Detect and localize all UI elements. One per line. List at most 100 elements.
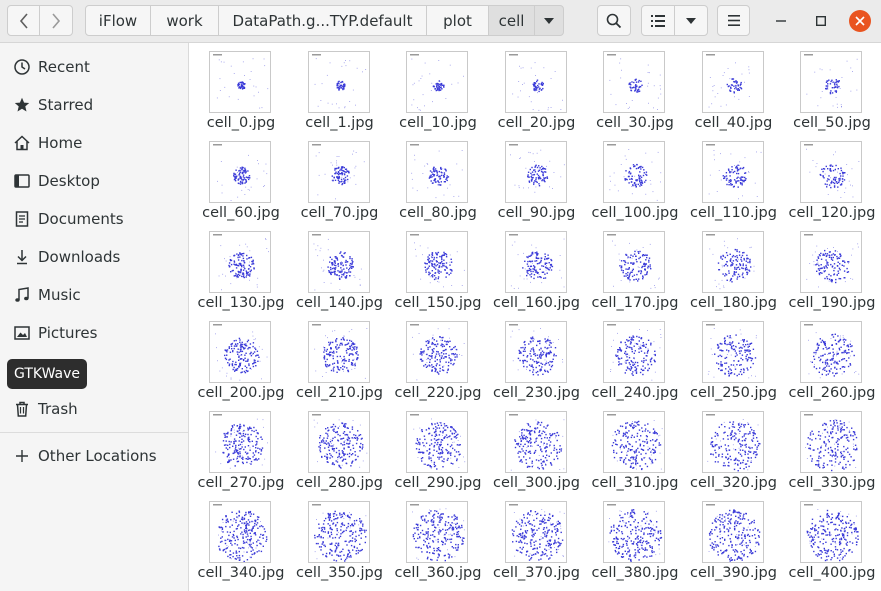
file-item[interactable]: cell_190.jpg: [783, 223, 881, 313]
file-name: cell_100.jpg: [591, 205, 679, 221]
file-item[interactable]: cell_360.jpg: [389, 493, 487, 583]
file-item[interactable]: cell_340.jpg: [192, 493, 290, 583]
sidebar-item-other-locations[interactable]: Other Locations: [0, 437, 188, 475]
sidebar-item-label: Downloads: [38, 248, 121, 266]
file-item[interactable]: cell_270.jpg: [192, 403, 290, 493]
file-item[interactable]: cell_260.jpg: [783, 313, 881, 403]
file-thumbnail: [504, 141, 567, 203]
breadcrumb-label: work: [166, 11, 203, 30]
file-item[interactable]: cell_400.jpg: [783, 493, 881, 583]
file-item[interactable]: cell_50.jpg: [783, 43, 881, 133]
file-item[interactable]: cell_350.jpg: [291, 493, 389, 583]
close-button[interactable]: [849, 10, 871, 32]
file-thumbnail: [209, 501, 271, 563]
sidebar-item-label: Starred: [38, 96, 94, 114]
file-item[interactable]: cell_30.jpg: [586, 43, 684, 133]
file-item[interactable]: cell_0.jpg: [192, 43, 290, 133]
file-item[interactable]: cell_380.jpg: [586, 493, 684, 583]
file-item[interactable]: cell_160.jpg: [488, 223, 586, 313]
file-name: cell_130.jpg: [197, 295, 285, 311]
file-item[interactable]: cell_40.jpg: [685, 43, 783, 133]
file-item[interactable]: cell_90.jpg: [488, 133, 586, 223]
file-item[interactable]: cell_370.jpg: [488, 493, 586, 583]
file-name: cell_80.jpg: [399, 205, 477, 221]
file-item[interactable]: cell_300.jpg: [488, 403, 586, 493]
sidebar-item-starred[interactable]: Starred: [0, 86, 188, 124]
minimize-button[interactable]: [770, 10, 792, 32]
file-item[interactable]: cell_110.jpg: [685, 133, 783, 223]
file-item[interactable]: cell_70.jpg: [291, 133, 389, 223]
forward-button[interactable]: [39, 5, 73, 36]
breadcrumb-plot[interactable]: plot: [426, 5, 489, 36]
file-item[interactable]: cell_80.jpg: [389, 133, 487, 223]
file-name: cell_290.jpg: [394, 475, 482, 491]
file-thumbnail: [209, 231, 271, 293]
breadcrumb-label: plot: [443, 11, 472, 30]
sidebar-item-documents[interactable]: Documents: [0, 200, 188, 238]
file-name: cell_300.jpg: [493, 475, 580, 491]
file-name: cell_150.jpg: [394, 295, 482, 311]
file-item[interactable]: cell_390.jpg: [685, 493, 783, 583]
sidebar-item-trash[interactable]: Trash: [0, 390, 188, 428]
view-options-button[interactable]: [674, 5, 708, 36]
file-thumbnail: [307, 411, 370, 473]
file-name: cell_370.jpg: [493, 565, 580, 581]
file-item[interactable]: cell_130.jpg: [192, 223, 290, 313]
sidebar-item-home[interactable]: Home: [0, 124, 188, 162]
back-button[interactable]: [7, 5, 40, 36]
file-item[interactable]: cell_140.jpg: [291, 223, 389, 313]
list-view-button[interactable]: [641, 5, 675, 36]
file-item[interactable]: cell_290.jpg: [389, 403, 487, 493]
sidebar-item-recent[interactable]: Recent: [0, 48, 188, 86]
sidebar-item-pictures[interactable]: Pictures: [0, 314, 188, 352]
file-thumbnail: [406, 141, 468, 203]
file-item[interactable]: cell_230.jpg: [488, 313, 586, 403]
file-item[interactable]: cell_20.jpg: [488, 43, 586, 133]
file-item[interactable]: cell_1.jpg: [291, 43, 389, 133]
file-item[interactable]: cell_100.jpg: [586, 133, 684, 223]
file-thumbnail: [603, 231, 665, 293]
gtkwave-tooltip: GTKWave: [7, 359, 87, 389]
breadcrumb-iflow[interactable]: iFlow: [85, 5, 151, 36]
file-item[interactable]: cell_10.jpg: [389, 43, 487, 133]
maximize-button[interactable]: [810, 10, 832, 32]
file-name: cell_360.jpg: [394, 565, 482, 581]
sidebar-item-downloads[interactable]: Downloads: [0, 238, 188, 276]
file-item[interactable]: cell_330.jpg: [783, 403, 881, 493]
file-name: cell_330.jpg: [788, 475, 876, 491]
file-item[interactable]: cell_180.jpg: [685, 223, 783, 313]
file-name: cell_320.jpg: [690, 475, 777, 491]
caret-down-icon: [544, 17, 554, 24]
file-name: cell_270.jpg: [197, 475, 285, 491]
file-thumbnail: [209, 321, 271, 383]
sidebar-item-label: Music: [38, 286, 81, 304]
breadcrumb-datapath[interactable]: DataPath.g...TYP.default: [218, 5, 427, 36]
file-item[interactable]: cell_320.jpg: [685, 403, 783, 493]
file-item[interactable]: cell_280.jpg: [291, 403, 389, 493]
path-menu-button[interactable]: [534, 5, 564, 36]
chevron-left-icon: [19, 12, 28, 29]
file-item[interactable]: cell_200.jpg: [192, 313, 290, 403]
search-button[interactable]: [597, 5, 631, 36]
sidebar-item-desktop[interactable]: Desktop: [0, 162, 188, 200]
file-item[interactable]: cell_240.jpg: [586, 313, 684, 403]
file-thumbnail: [406, 231, 468, 293]
sidebar-item-music[interactable]: Music: [0, 276, 188, 314]
main-menu-button[interactable]: [717, 5, 750, 36]
file-name: cell_190.jpg: [788, 295, 876, 311]
file-item[interactable]: cell_250.jpg: [685, 313, 783, 403]
breadcrumb-work[interactable]: work: [150, 5, 219, 36]
file-name: cell_340.jpg: [197, 565, 285, 581]
file-name: cell_0.jpg: [206, 115, 276, 131]
close-icon: [855, 16, 865, 26]
file-item[interactable]: cell_170.jpg: [586, 223, 684, 313]
file-thumbnail: [701, 411, 764, 473]
file-name: cell_400.jpg: [788, 565, 876, 581]
file-item[interactable]: cell_120.jpg: [783, 133, 881, 223]
file-item[interactable]: cell_310.jpg: [586, 403, 684, 493]
file-item[interactable]: cell_60.jpg: [192, 133, 290, 223]
file-item[interactable]: cell_150.jpg: [389, 223, 487, 313]
file-item[interactable]: cell_220.jpg: [389, 313, 487, 403]
breadcrumb-cell[interactable]: cell: [488, 5, 535, 36]
file-item[interactable]: cell_210.jpg: [291, 313, 389, 403]
